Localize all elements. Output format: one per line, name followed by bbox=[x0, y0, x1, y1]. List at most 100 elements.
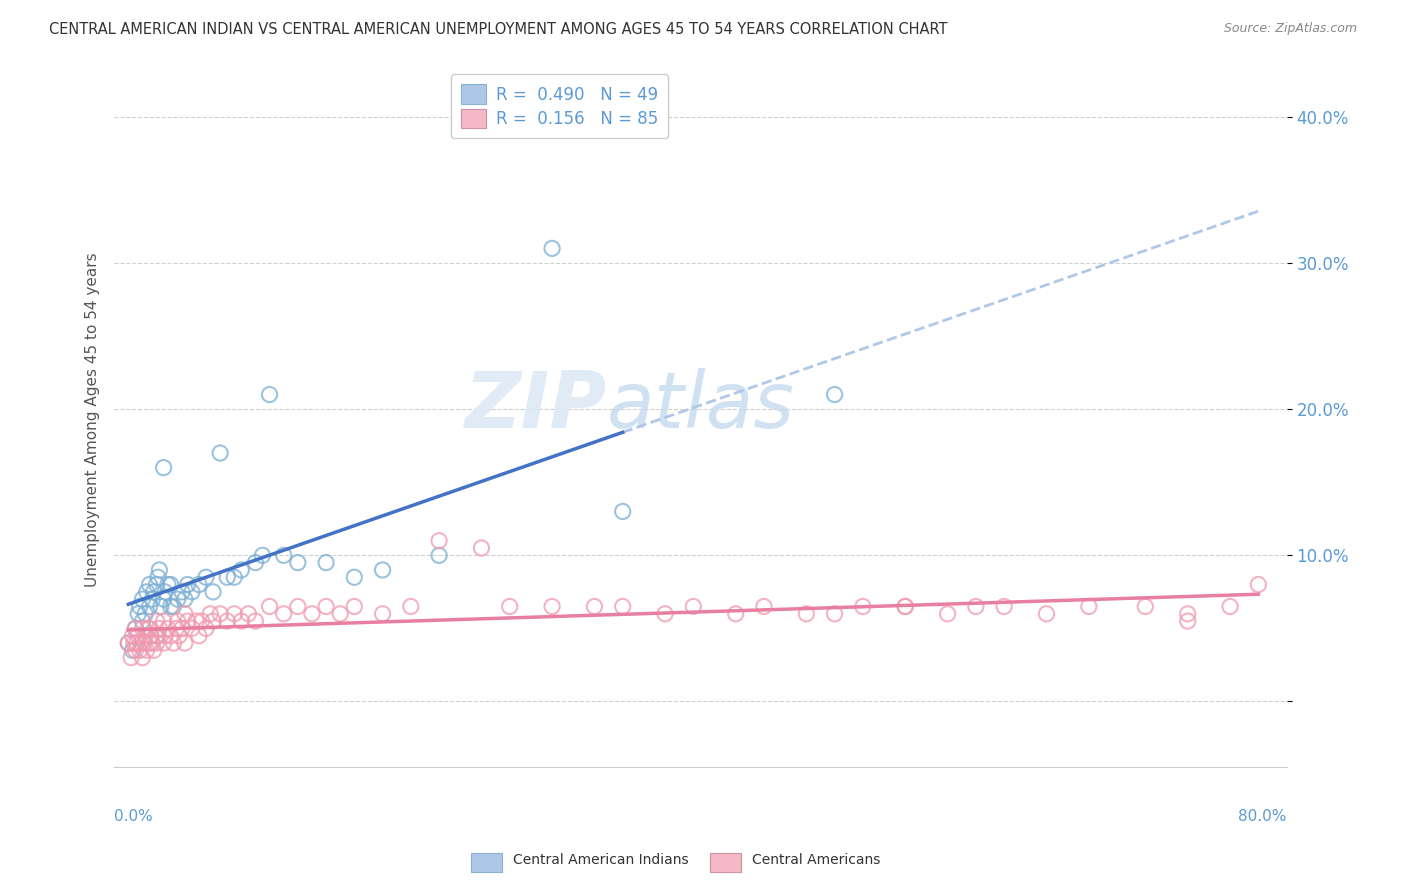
Point bbox=[965, 599, 987, 614]
Point bbox=[138, 636, 160, 650]
Point bbox=[217, 614, 239, 628]
Point bbox=[195, 621, 218, 635]
Point bbox=[427, 533, 450, 548]
Point bbox=[128, 643, 150, 657]
Point bbox=[1247, 577, 1270, 591]
Point bbox=[173, 607, 195, 621]
Point bbox=[152, 636, 174, 650]
Point bbox=[127, 607, 149, 621]
Point bbox=[541, 599, 564, 614]
Point bbox=[343, 570, 366, 584]
Point bbox=[202, 614, 225, 628]
Point bbox=[162, 599, 184, 614]
Point bbox=[224, 607, 246, 621]
Point bbox=[121, 629, 143, 643]
Point bbox=[399, 599, 422, 614]
Point bbox=[191, 614, 214, 628]
Point bbox=[724, 607, 747, 621]
Point bbox=[612, 599, 634, 614]
Point bbox=[371, 563, 394, 577]
Point bbox=[131, 621, 153, 635]
Text: ZIP: ZIP bbox=[464, 368, 606, 444]
Point bbox=[145, 629, 167, 643]
Point bbox=[138, 577, 160, 591]
Point bbox=[259, 387, 281, 401]
Point bbox=[162, 636, 184, 650]
Point bbox=[173, 592, 195, 607]
Text: 80.0%: 80.0% bbox=[1239, 809, 1286, 824]
Text: Central American Indians: Central American Indians bbox=[513, 853, 689, 867]
Point bbox=[176, 577, 198, 591]
Point bbox=[273, 607, 295, 621]
Point bbox=[259, 599, 281, 614]
Point bbox=[152, 614, 174, 628]
Point bbox=[131, 592, 153, 607]
Point bbox=[209, 446, 232, 460]
Point bbox=[654, 607, 676, 621]
Point bbox=[138, 621, 160, 635]
Point bbox=[159, 577, 181, 591]
Point bbox=[120, 650, 142, 665]
Point bbox=[166, 614, 188, 628]
Point bbox=[117, 636, 139, 650]
Point bbox=[176, 614, 198, 628]
Point bbox=[134, 629, 156, 643]
Point bbox=[166, 592, 188, 607]
Point bbox=[541, 241, 564, 255]
Point bbox=[124, 643, 146, 657]
Point bbox=[195, 570, 218, 584]
Point bbox=[122, 636, 145, 650]
Point bbox=[427, 549, 450, 563]
Point bbox=[470, 541, 492, 555]
Point bbox=[121, 643, 143, 657]
Text: 0.0%: 0.0% bbox=[114, 809, 153, 824]
Point bbox=[301, 607, 323, 621]
Point bbox=[1177, 614, 1199, 628]
Point bbox=[852, 599, 875, 614]
Point bbox=[159, 599, 181, 614]
Point bbox=[153, 585, 176, 599]
Point bbox=[180, 621, 202, 635]
Point bbox=[136, 621, 159, 635]
Point bbox=[141, 592, 163, 607]
Point bbox=[131, 650, 153, 665]
Point bbox=[371, 607, 394, 621]
Point bbox=[202, 585, 225, 599]
Point bbox=[156, 621, 179, 635]
Point bbox=[1035, 607, 1057, 621]
Point bbox=[129, 636, 152, 650]
Point bbox=[145, 614, 167, 628]
Point bbox=[315, 599, 337, 614]
Point bbox=[180, 585, 202, 599]
Point bbox=[152, 592, 174, 607]
Point bbox=[1135, 599, 1157, 614]
Point bbox=[142, 643, 165, 657]
Point bbox=[217, 570, 239, 584]
Point bbox=[824, 387, 846, 401]
Point bbox=[145, 636, 167, 650]
Point bbox=[824, 607, 846, 621]
Point bbox=[170, 585, 193, 599]
Point bbox=[146, 570, 169, 584]
Point bbox=[1077, 599, 1099, 614]
Point bbox=[224, 570, 246, 584]
Point bbox=[794, 607, 817, 621]
Point bbox=[238, 607, 260, 621]
Point bbox=[315, 556, 337, 570]
Point bbox=[132, 636, 155, 650]
Point bbox=[125, 636, 148, 650]
Point bbox=[245, 556, 267, 570]
Point bbox=[152, 460, 174, 475]
Point bbox=[752, 599, 775, 614]
Point bbox=[894, 599, 917, 614]
Point bbox=[231, 563, 253, 577]
Point bbox=[187, 577, 209, 591]
Point bbox=[273, 549, 295, 563]
Point bbox=[135, 643, 157, 657]
Text: CENTRAL AMERICAN INDIAN VS CENTRAL AMERICAN UNEMPLOYMENT AMONG AGES 45 TO 54 YEA: CENTRAL AMERICAN INDIAN VS CENTRAL AMERI… bbox=[49, 22, 948, 37]
Point bbox=[131, 614, 153, 628]
Point bbox=[117, 636, 139, 650]
Point bbox=[128, 599, 150, 614]
Point bbox=[170, 621, 193, 635]
Text: atlas: atlas bbox=[606, 368, 794, 444]
